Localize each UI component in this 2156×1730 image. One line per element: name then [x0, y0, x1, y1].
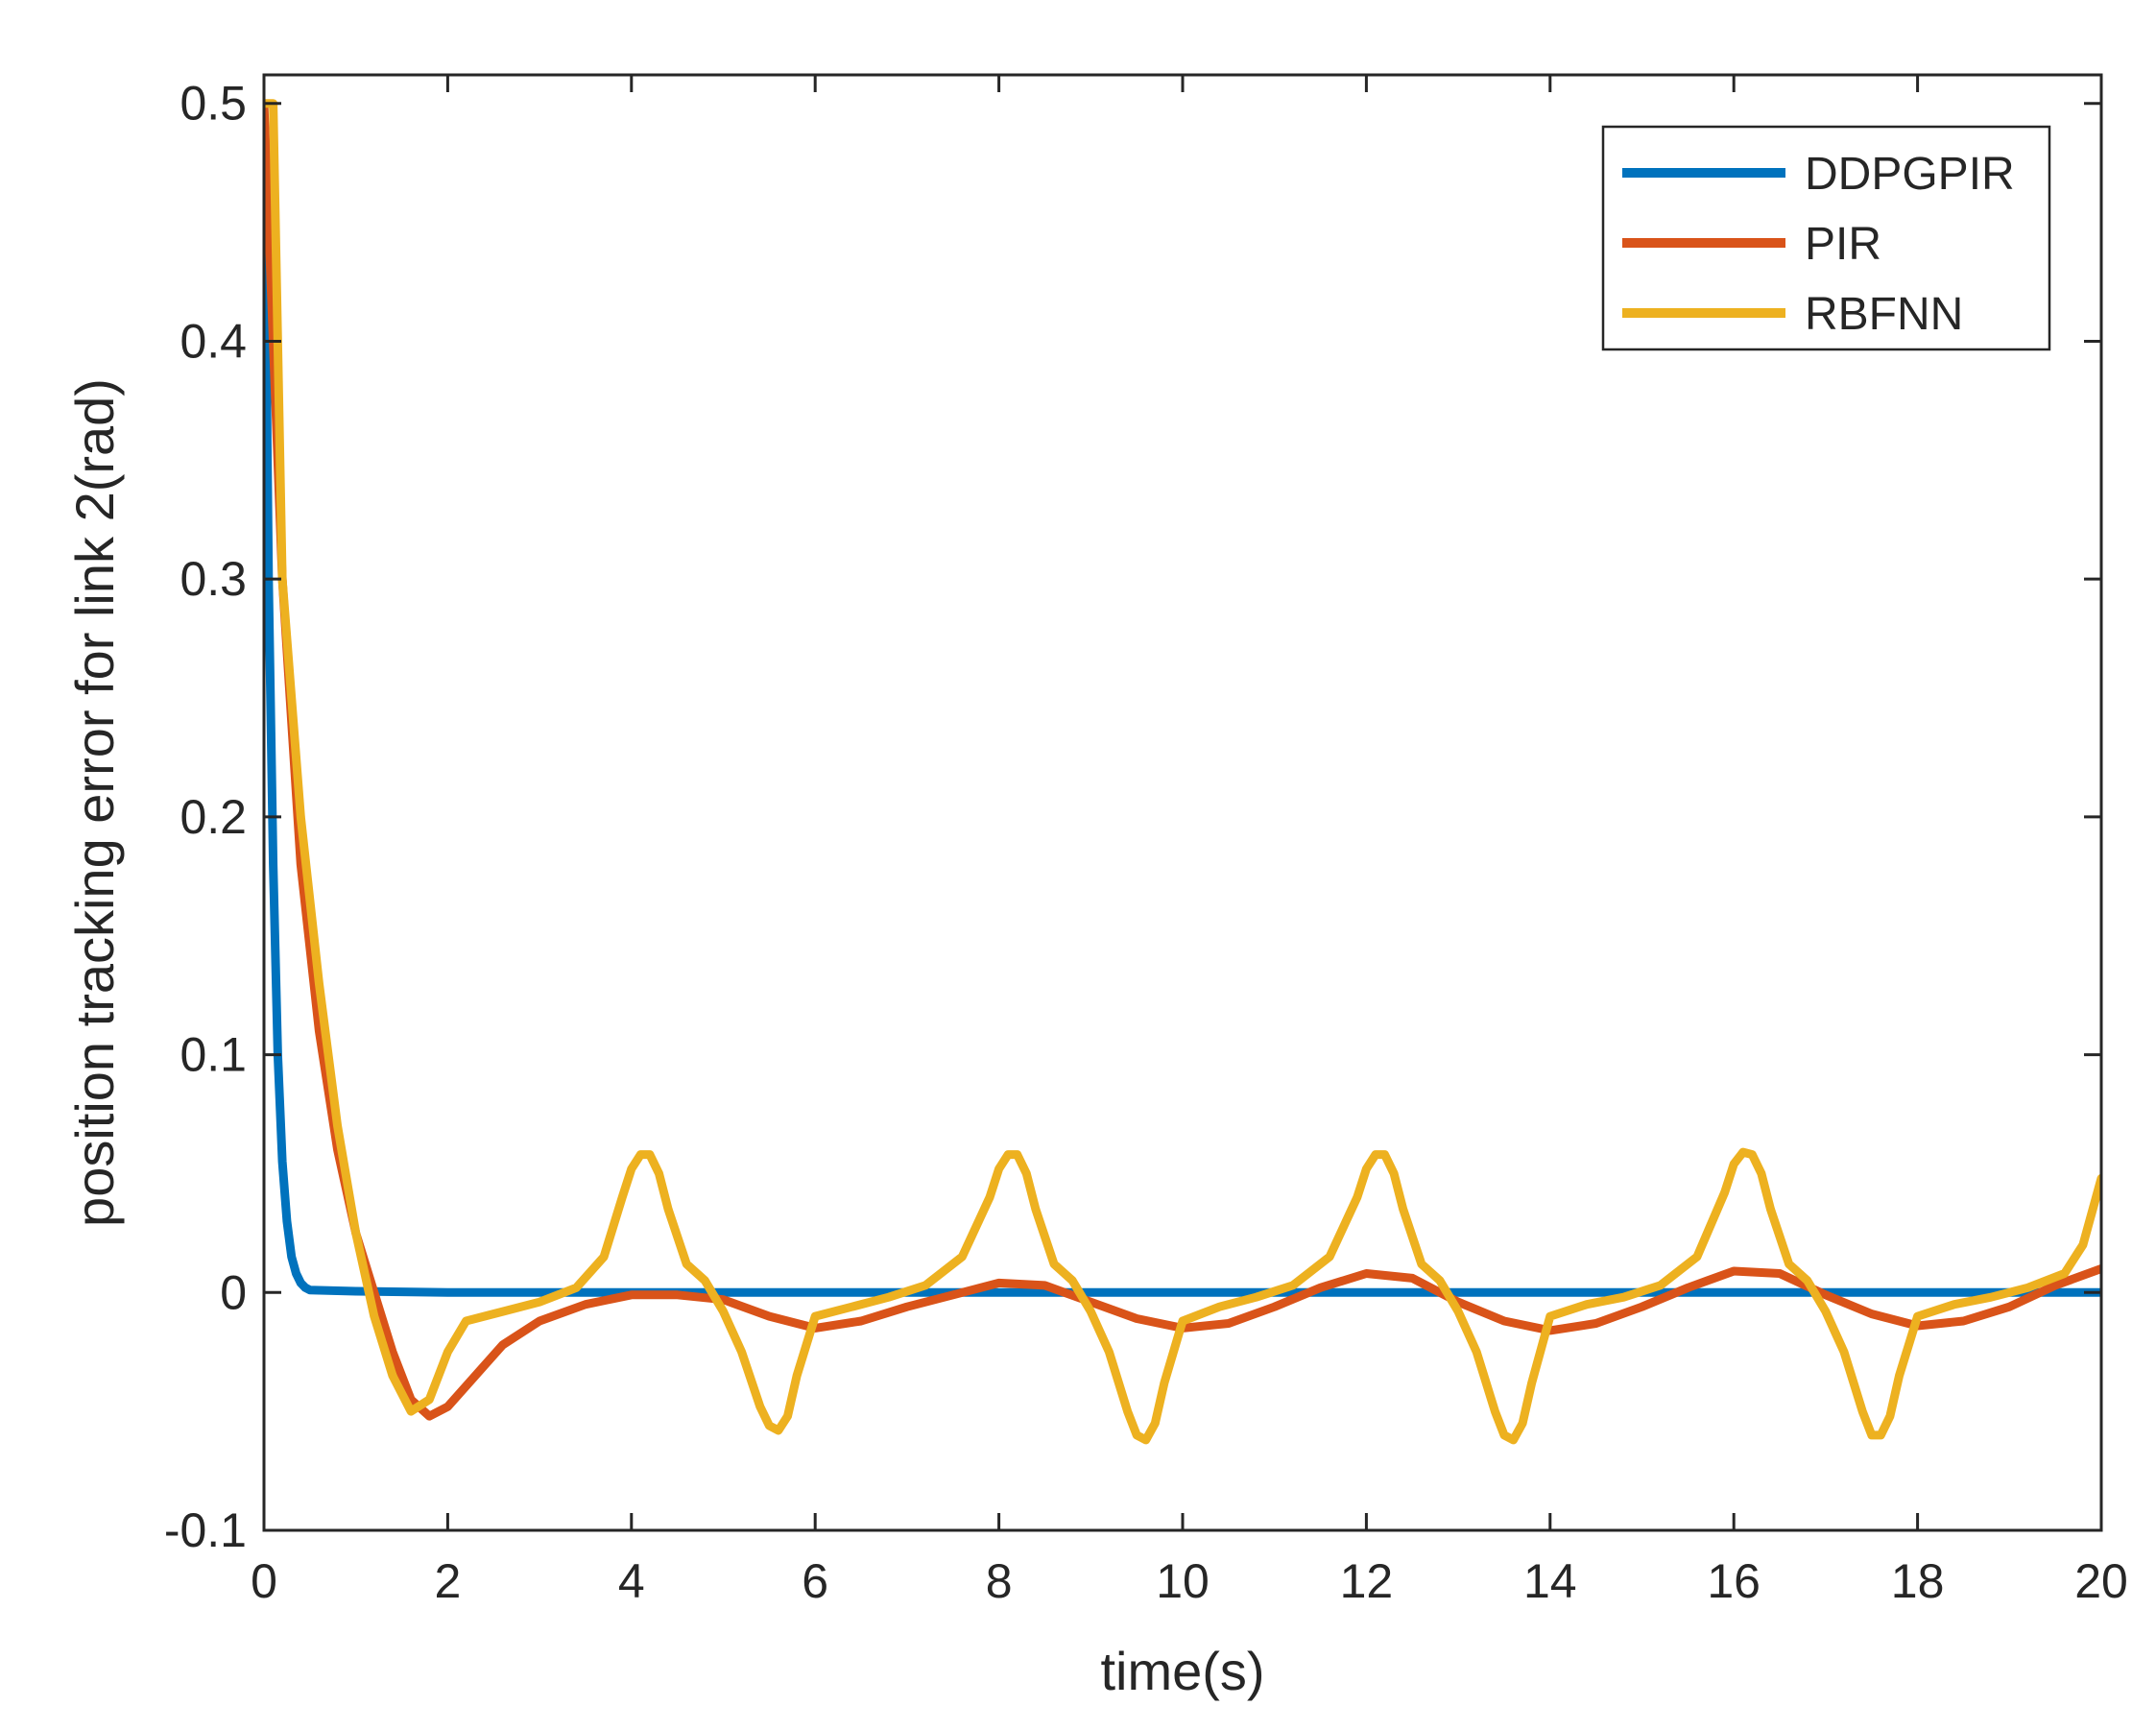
- legend-label-pir: PIR: [1805, 219, 1881, 270]
- x-tick-label: 10: [1156, 1554, 1210, 1608]
- legend-items: DDPGPIR PIR RBFNN: [1622, 149, 2015, 340]
- x-tick-label: 6: [802, 1554, 828, 1608]
- legend-label-ddpgpir: DDPGPIR: [1805, 149, 2015, 200]
- x-tick-label: 12: [1340, 1554, 1394, 1608]
- y-tick-label: 0.1: [180, 1028, 247, 1082]
- x-tick-label: 2: [434, 1554, 461, 1608]
- x-tick-label: 18: [1891, 1554, 1945, 1608]
- y-tick-label: 0.2: [180, 790, 247, 844]
- tick-layer: 0 2 4 6 8 10 12 14 16 18 20-0.100.10.20.30.40.5: [164, 75, 2128, 1608]
- series-line-ddpgpir: [264, 99, 2101, 1297]
- series-layer: [264, 99, 2101, 1445]
- legend-label-rbfnn: RBFNN: [1805, 289, 1963, 340]
- x-tick-label: 14: [1523, 1554, 1577, 1608]
- y-tick-label: -0.1: [164, 1503, 247, 1557]
- y-tick-label: 0.4: [180, 314, 247, 368]
- y-tick-label: 0.5: [180, 77, 247, 131]
- x-tick-label: 0: [251, 1554, 277, 1608]
- y-tick-label: 0: [220, 1265, 247, 1319]
- x-tick-label: 20: [2074, 1554, 2128, 1608]
- series-line-pir: [264, 99, 2101, 1421]
- x-axis-label: time(s): [1100, 1641, 1264, 1701]
- legend: DDPGPIR PIR RBFNN: [1601, 125, 2051, 351]
- x-tick-label: 8: [986, 1554, 1013, 1608]
- series-line-rbfnn: [264, 99, 2101, 1445]
- y-tick-label: 0.3: [180, 552, 247, 606]
- x-tick-label: 4: [618, 1554, 645, 1608]
- y-axis-label: position tracking error for link 2(rad): [64, 378, 125, 1227]
- x-tick-label: 16: [1707, 1554, 1761, 1608]
